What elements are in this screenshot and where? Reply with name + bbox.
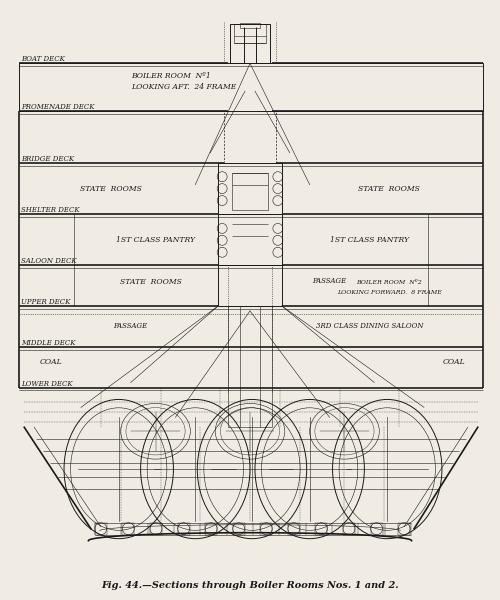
- Text: COAL: COAL: [40, 358, 62, 366]
- Text: MIDDLE DECK: MIDDLE DECK: [22, 339, 76, 347]
- Bar: [260, 523, 272, 535]
- Bar: [95, 523, 107, 535]
- Text: COAL: COAL: [442, 358, 465, 366]
- Text: BRIDGE DECK: BRIDGE DECK: [22, 155, 74, 163]
- Text: Fig. 44.—Sections through Boiler Rooms Nos. 1 and 2.: Fig. 44.—Sections through Boiler Rooms N…: [101, 581, 399, 590]
- Text: STATE  ROOMS: STATE ROOMS: [358, 185, 420, 193]
- Text: PASSAGE: PASSAGE: [114, 322, 148, 331]
- Bar: [178, 523, 190, 535]
- Text: PASSAGE: PASSAGE: [312, 277, 346, 284]
- Bar: [228, 306, 272, 427]
- Text: LOOKING FORWARD.  8 FRAME: LOOKING FORWARD. 8 FRAME: [337, 290, 442, 295]
- Bar: [20, 64, 482, 111]
- Bar: [232, 523, 244, 535]
- Text: STATE  ROOMS: STATE ROOMS: [120, 278, 182, 286]
- Text: BOILER ROOM  Nº2: BOILER ROOM Nº2: [356, 280, 422, 285]
- Text: BOAT DECK: BOAT DECK: [22, 55, 65, 64]
- Bar: [122, 523, 134, 535]
- Text: UPPER DECK: UPPER DECK: [22, 298, 70, 306]
- Bar: [232, 173, 268, 209]
- Text: STATE  ROOMS: STATE ROOMS: [80, 185, 142, 193]
- Bar: [288, 523, 300, 535]
- Text: LOOKING AFT.  24 FRAME: LOOKING AFT. 24 FRAME: [130, 83, 236, 91]
- Bar: [230, 23, 270, 64]
- Text: SALOON DECK: SALOON DECK: [22, 257, 77, 265]
- Text: 1ST CLASS PANTRY: 1ST CLASS PANTRY: [330, 236, 409, 244]
- Text: 1ST CLASS PANTRY: 1ST CLASS PANTRY: [116, 236, 195, 244]
- Text: BOILER ROOM  Nº1: BOILER ROOM Nº1: [130, 72, 210, 80]
- Bar: [316, 523, 328, 535]
- Text: LOWER DECK: LOWER DECK: [22, 380, 73, 388]
- Bar: [240, 23, 260, 28]
- Bar: [370, 523, 382, 535]
- Bar: [343, 523, 355, 535]
- Bar: [150, 523, 162, 535]
- Bar: [398, 523, 410, 535]
- Text: PROMENADE DECK: PROMENADE DECK: [22, 103, 95, 111]
- Bar: [218, 163, 282, 214]
- Bar: [234, 23, 266, 43]
- Bar: [218, 265, 282, 306]
- Text: SHELTER DECK: SHELTER DECK: [22, 206, 80, 214]
- Bar: [205, 523, 217, 535]
- Bar: [218, 214, 282, 265]
- Text: 3RD CLASS DINING SALOON: 3RD CLASS DINING SALOON: [316, 322, 423, 331]
